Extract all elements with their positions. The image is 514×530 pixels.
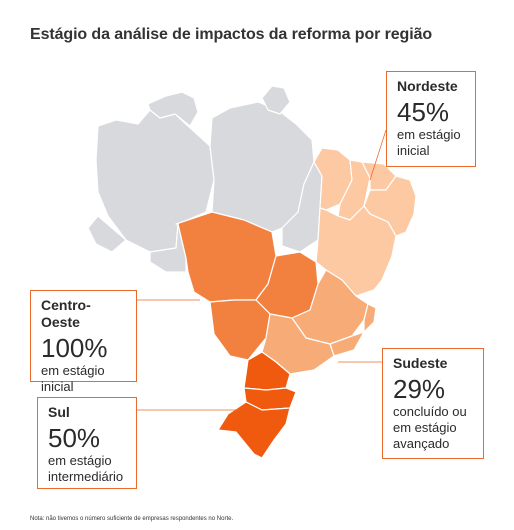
state-acre <box>87 215 127 253</box>
region-status-line: inicial <box>397 143 430 158</box>
region-status-line: em estágio <box>48 453 112 468</box>
region-name: Sul <box>48 404 70 420</box>
footnote: Nota: não tivemos o número suficiente de… <box>30 516 234 522</box>
state-rondonia <box>149 223 187 273</box>
region-norte <box>87 85 323 273</box>
region-sudeste <box>261 269 377 375</box>
region-name: Nordeste <box>397 78 458 94</box>
callout-connectors <box>137 129 387 411</box>
region-status-line: intermediário <box>48 469 124 484</box>
region-percent: 50% <box>48 423 101 453</box>
region-status-line: inicial <box>41 379 74 394</box>
region-status-line: em estágio <box>41 363 105 378</box>
state-rn-pb-pe-al-se <box>363 175 417 237</box>
callout-centro-oeste: Centro-Oeste 100% em estágio inicial <box>30 290 137 394</box>
region-sul <box>217 351 297 459</box>
state-rio-grande-do-sul <box>217 401 291 459</box>
state-mato-grosso-do-sul <box>209 299 271 361</box>
region-percent: 29% <box>393 374 446 404</box>
region-percent: 100% <box>41 333 108 363</box>
region-name: Sudeste <box>393 355 448 371</box>
map-title: Estágio da análise de impactos da reform… <box>30 26 433 43</box>
region-percent: 45% <box>397 97 450 127</box>
state-amapa <box>261 85 291 115</box>
region-nordeste <box>313 147 417 297</box>
region-name: Centro-Oeste <box>41 297 91 330</box>
region-status-line: avançado <box>393 436 450 451</box>
callout-sudeste: Sudeste 29% concluído ou em estágio avan… <box>382 348 484 459</box>
region-status-line: em estágio <box>397 127 461 142</box>
callout-sul: Sul 50% em estágio intermediário <box>37 397 137 489</box>
region-status-line: concluído ou <box>393 404 467 419</box>
connector-nordeste <box>369 129 387 181</box>
region-status-line: em estágio <box>393 420 457 435</box>
state-roraima <box>147 91 199 127</box>
state-amazonas <box>95 109 215 253</box>
callout-nordeste: Nordeste 45% em estágio inicial <box>386 71 476 167</box>
state-espirito-santo <box>363 303 377 333</box>
